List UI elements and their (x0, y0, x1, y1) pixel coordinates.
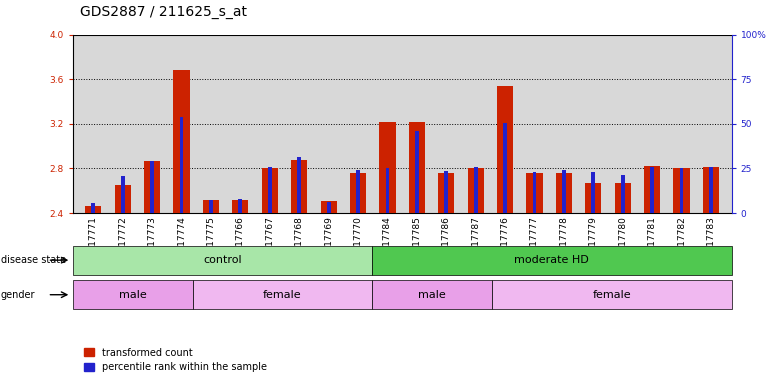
Bar (562, 170, 566, 213)
Bar (73, 280, 192, 309)
Bar (320, 201, 337, 213)
Bar (173, 70, 190, 213)
Bar (503, 123, 507, 213)
Bar (350, 173, 366, 213)
Bar (232, 200, 248, 213)
Text: male: male (119, 290, 146, 300)
Bar (115, 185, 131, 213)
Text: disease state: disease state (1, 255, 66, 265)
Bar (591, 172, 595, 213)
Bar (73, 246, 372, 275)
Bar (709, 167, 713, 213)
Bar (497, 86, 513, 213)
Bar (327, 202, 331, 213)
Bar (703, 167, 719, 213)
Bar (679, 169, 683, 213)
Text: GDS2887 / 211625_s_at: GDS2887 / 211625_s_at (80, 5, 247, 19)
Bar (192, 280, 372, 309)
Bar (467, 169, 484, 213)
Bar (262, 169, 278, 213)
Bar (372, 280, 492, 309)
Bar (473, 167, 477, 213)
Bar (209, 200, 213, 213)
Bar (180, 117, 184, 213)
Bar (297, 157, 301, 213)
Bar (620, 175, 624, 213)
Bar (238, 199, 242, 213)
Text: female: female (592, 290, 631, 300)
Bar (438, 173, 454, 213)
Text: moderate HD: moderate HD (515, 255, 589, 265)
Text: male: male (418, 290, 446, 300)
Bar (644, 166, 660, 213)
Bar (372, 246, 732, 275)
Bar (144, 161, 160, 213)
Bar (121, 176, 125, 213)
Bar (385, 169, 389, 213)
Bar (150, 161, 154, 213)
Text: gender: gender (1, 290, 35, 300)
Text: female: female (263, 290, 302, 300)
Bar (556, 173, 572, 213)
Bar (356, 170, 360, 213)
Bar (409, 122, 425, 213)
Bar (673, 169, 689, 213)
Bar (585, 183, 601, 213)
Bar (203, 200, 219, 213)
Bar (415, 131, 419, 213)
Bar (444, 171, 448, 213)
Bar (85, 207, 101, 213)
Bar (291, 160, 307, 213)
Text: control: control (203, 255, 242, 265)
Bar (492, 280, 732, 309)
Bar (379, 122, 395, 213)
Bar (614, 183, 631, 213)
Bar (91, 203, 95, 213)
Bar (532, 172, 536, 213)
Legend: transformed count, percentile rank within the sample: transformed count, percentile rank withi… (80, 344, 270, 376)
Bar (526, 173, 542, 213)
Bar (268, 167, 272, 213)
Bar (650, 167, 654, 213)
